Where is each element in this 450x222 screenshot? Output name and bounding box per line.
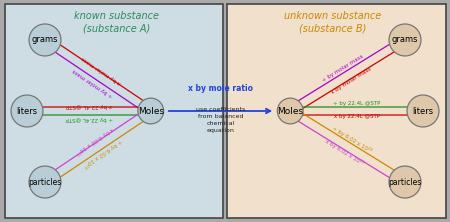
Text: liters: liters <box>413 107 433 115</box>
Text: ÷ by 6.02 x 10²³: ÷ by 6.02 x 10²³ <box>82 138 123 169</box>
Ellipse shape <box>11 95 43 127</box>
Text: x by molar mass: x by molar mass <box>81 55 122 85</box>
Text: unknown substance
(substance B): unknown substance (substance B) <box>284 11 382 34</box>
Text: x by 6.02 x 10²³: x by 6.02 x 10²³ <box>74 126 114 156</box>
Text: x by mole ratio: x by mole ratio <box>188 84 253 93</box>
Ellipse shape <box>389 24 421 56</box>
Text: Moles: Moles <box>277 107 303 115</box>
Ellipse shape <box>277 98 303 124</box>
Text: grams: grams <box>32 36 58 44</box>
Text: ÷ by 22.4L @STP: ÷ by 22.4L @STP <box>65 116 112 121</box>
FancyBboxPatch shape <box>4 4 223 218</box>
Text: ÷ by 22.4L @STP: ÷ by 22.4L @STP <box>333 101 380 106</box>
Ellipse shape <box>29 24 61 56</box>
Text: use coefficients
from balanced
chemical
equation: use coefficients from balanced chemical … <box>196 107 245 133</box>
Text: ÷ by molar mass: ÷ by molar mass <box>72 67 114 98</box>
Text: ÷ by molar mass: ÷ by molar mass <box>322 54 365 83</box>
Text: Moles: Moles <box>138 107 164 115</box>
Text: known substance
(substance A): known substance (substance A) <box>75 11 159 34</box>
Ellipse shape <box>29 166 61 198</box>
Text: particles: particles <box>28 178 62 186</box>
Ellipse shape <box>389 166 421 198</box>
Text: x by molar mass: x by molar mass <box>330 67 372 95</box>
Text: ÷ by 6.02 x 10²³: ÷ by 6.02 x 10²³ <box>331 125 373 154</box>
Text: particles: particles <box>388 178 422 186</box>
Text: grams: grams <box>392 36 418 44</box>
FancyBboxPatch shape <box>227 4 446 218</box>
Text: x by 22.4L @STP: x by 22.4L @STP <box>333 114 380 119</box>
Text: liters: liters <box>17 107 37 115</box>
Ellipse shape <box>407 95 439 127</box>
Ellipse shape <box>138 98 164 124</box>
Text: x by 22.4L @STP: x by 22.4L @STP <box>66 103 112 108</box>
Text: x by 6.02 x 10²³: x by 6.02 x 10²³ <box>324 138 365 166</box>
